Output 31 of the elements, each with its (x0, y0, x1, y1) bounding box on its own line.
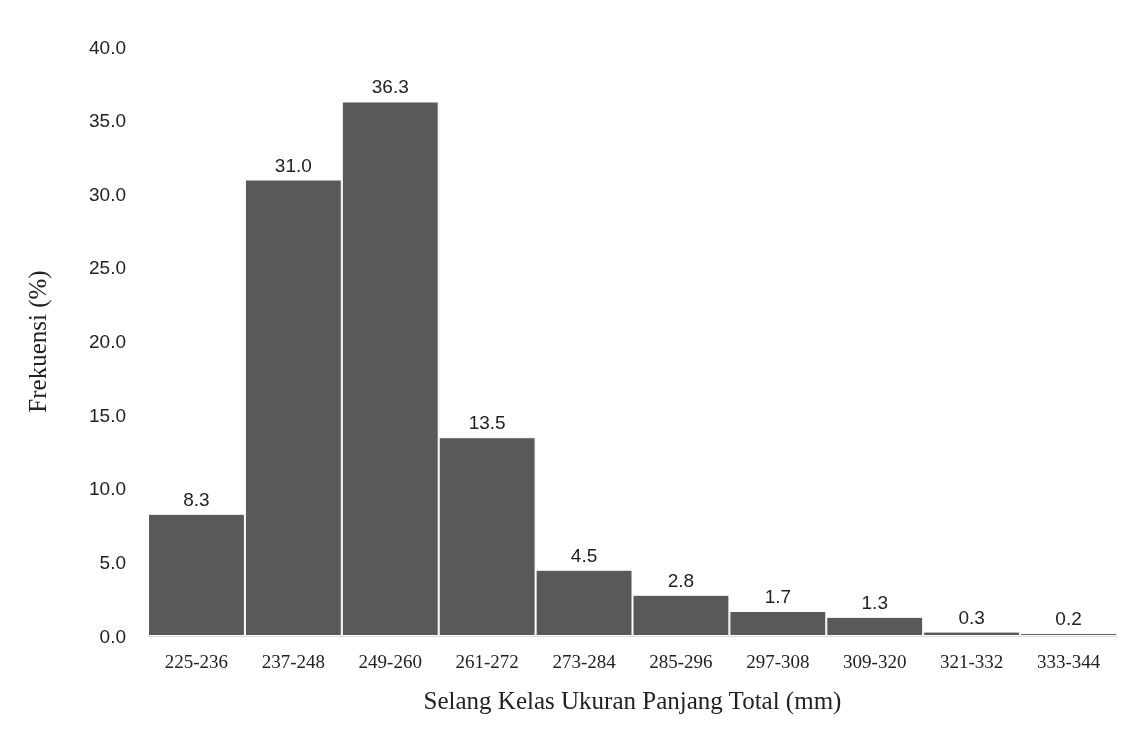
y-tick-label: 10.0 (89, 478, 126, 500)
data-label: 31.0 (274, 154, 312, 176)
y-axis-title: Frekuensi (%) (24, 270, 52, 413)
data-label: 1.7 (764, 585, 792, 607)
x-tick-label: 273-284 (552, 651, 617, 672)
x-tick-label: 249-260 (358, 651, 422, 672)
y-tick-label: 20.0 (89, 331, 126, 352)
y-tick-label: 40.0 (89, 36, 126, 58)
y-tick-label: 30.0 (89, 183, 126, 205)
x-tick-label: 333-344 (1036, 651, 1101, 672)
y-tick-label: 35.0 (89, 110, 126, 132)
y-tick-label: 15.0 (89, 404, 126, 426)
x-tick-label: 309-320 (843, 651, 907, 672)
data-label: 2.8 (667, 569, 695, 591)
data-label: 13.5 (468, 412, 506, 434)
x-tick-label: 297-308 (746, 651, 810, 672)
y-tick-label: 0.0 (99, 625, 126, 647)
data-label: 0.3 (958, 606, 985, 628)
x-tick-label: 321-332 (939, 651, 1004, 672)
data-label: 8.3 (183, 488, 210, 510)
x-tick-label: 285-296 (649, 651, 713, 672)
data-label: 4.5 (570, 544, 598, 566)
x-tick-label: 237-248 (261, 651, 326, 672)
y-tick-label: 25.0 (89, 257, 126, 279)
y-tick-label: 5.0 (99, 551, 126, 573)
x-tick-label: 225-236 (164, 651, 229, 672)
data-label: 1.3 (861, 591, 888, 613)
data-label: 0.2 (1055, 608, 1082, 630)
data-label: 36.3 (371, 76, 409, 98)
x-tick-label: 261-272 (455, 651, 519, 672)
x-axis-title: Selang Kelas Ukuran Panjang Total (mm) (423, 687, 842, 715)
